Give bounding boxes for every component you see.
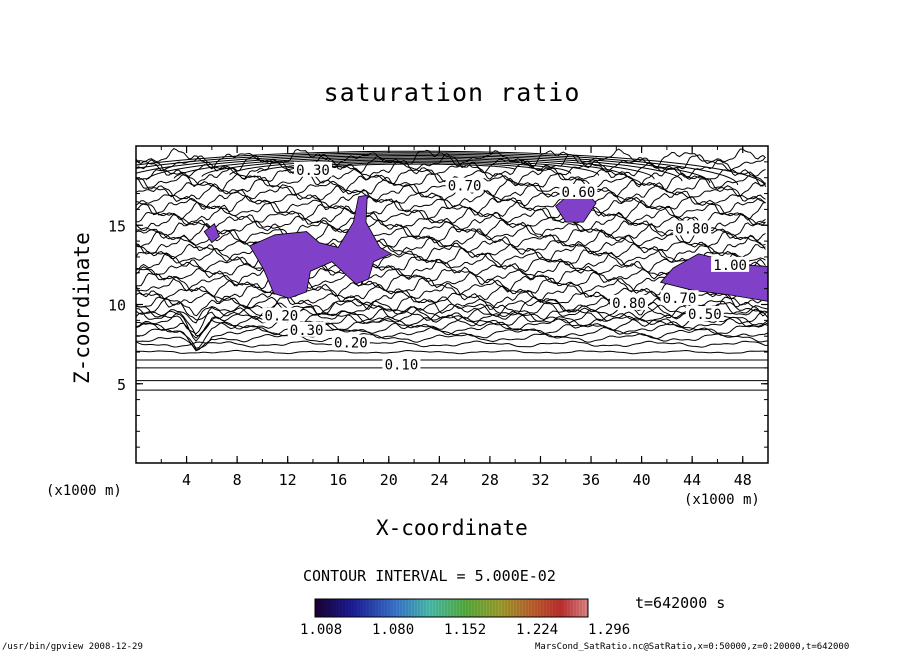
contour-line: [136, 204, 766, 226]
contour-line: [257, 160, 572, 174]
contour-interval-label: CONTOUR INTERVAL = 5.000E-02: [303, 567, 556, 585]
x-tick-label: 24: [430, 471, 448, 489]
contour-line: [136, 150, 766, 188]
x-unit-label-left: (x1000 m): [46, 483, 122, 499]
colorbar-stripes: [316, 599, 588, 617]
y-tick-label: 15: [108, 217, 126, 235]
contour-label: 0.80: [612, 296, 646, 312]
contour-line: [136, 251, 766, 273]
colorbar-tick-label: 1.008: [300, 622, 343, 638]
contour-line: [136, 152, 739, 186]
contour-line: [136, 218, 766, 239]
supersaturated-region: [203, 223, 220, 244]
contour-label-bg: [445, 177, 484, 193]
y-axis-ticks: 5 10 15: [108, 161, 768, 448]
contour-line: [136, 222, 766, 244]
contour-lines: [136, 148, 768, 391]
x-axis-label: X-coordinate: [376, 516, 528, 540]
contour-label: 0.70: [663, 291, 697, 307]
footer-right: MarsCond_SatRatio.nc@SatRatio,x=0:50000,…: [535, 642, 850, 652]
x-tick-label: 12: [279, 471, 297, 489]
contour-line: [136, 242, 766, 263]
contour-line: [136, 227, 766, 248]
contour-label-bg: [331, 334, 370, 350]
x-tick-label: 32: [531, 471, 549, 489]
contour-line: [136, 265, 766, 287]
contour-label-bg: [685, 306, 724, 322]
contour-label-bg: [382, 356, 421, 372]
contour-label: 0.70: [448, 179, 482, 195]
colorbar-tick-label: 1.296: [588, 622, 631, 638]
contour-line: [145, 155, 683, 182]
x-axis-ticks: 4 8 12 16 20 24 28 32 36 40 44 48: [160, 146, 752, 489]
contour-label: 0.80: [675, 221, 709, 237]
contour-line: [136, 211, 766, 233]
supersaturated-region: [249, 194, 393, 299]
contour-line: [136, 304, 768, 335]
contour-line: [136, 307, 768, 342]
contour-label-bg: [293, 161, 332, 177]
x-tick-label: 36: [582, 471, 600, 489]
chart-title: saturation ratio: [323, 78, 581, 107]
contour-line: [136, 315, 768, 339]
contour-labels: 0.100.200.300.20 0.500.700.801.000.600.70…: [262, 161, 750, 374]
x-tick-label: 4: [182, 471, 191, 489]
contour-line: [136, 195, 766, 217]
colorbar-tick-label: 1.152: [444, 622, 487, 638]
contour-label-bg: [673, 220, 712, 236]
x-tick-label: 40: [633, 471, 651, 489]
contour-line: [136, 326, 768, 351]
contour-line: [136, 311, 768, 337]
contour-label: 0.20: [265, 309, 299, 325]
contour-line: [173, 156, 655, 180]
contour-label: 0.60: [562, 185, 596, 201]
contour-label-bg: [559, 183, 598, 199]
colorbar-tick-label: 1.224: [516, 622, 559, 638]
contour-line: [136, 321, 768, 349]
footer-left: /usr/bin/gpview 2008-12-29: [2, 642, 143, 652]
contour-label-bg: [711, 256, 750, 272]
contour-line: [136, 340, 768, 348]
contour-label: 0.20: [334, 336, 368, 352]
contour-line: [136, 332, 768, 352]
y-axis-label: Z-coordinate: [70, 232, 94, 384]
contour-line: [136, 349, 768, 355]
x-tick-label: 20: [380, 471, 398, 489]
contour-label: 0.10: [385, 358, 419, 374]
x-tick-label: 8: [233, 471, 242, 489]
contour-label: 0.50: [688, 307, 722, 323]
y-tick-label: 5: [117, 376, 126, 394]
contour-line: [136, 159, 766, 181]
contour-label-bg: [660, 290, 699, 306]
contour-line: [136, 182, 766, 204]
contour-line: [229, 159, 600, 176]
contour-label: 0.30: [296, 163, 330, 179]
x-tick-label: 44: [683, 471, 701, 489]
contour-label: 1.00: [713, 258, 747, 274]
x-tick-label: 16: [329, 471, 347, 489]
x-unit-label-right: (x1000 m): [684, 492, 760, 508]
x-tick-label: 28: [481, 471, 499, 489]
y-tick-label: 10: [108, 297, 126, 315]
contour-label-bg: [609, 294, 648, 310]
contour-label-bg: [287, 321, 326, 337]
colorbar-tick-label: 1.080: [372, 622, 415, 638]
time-label: t=642000 s: [635, 594, 726, 612]
contour-line: [136, 153, 711, 184]
colorbar: [314, 598, 589, 618]
contour-line: [136, 246, 766, 269]
x-tick-label: 48: [734, 471, 752, 489]
contour-line: [136, 271, 766, 293]
contour-line: [201, 157, 627, 178]
contour-label-bg: [262, 307, 301, 323]
contour-label: 0.30: [290, 323, 324, 339]
